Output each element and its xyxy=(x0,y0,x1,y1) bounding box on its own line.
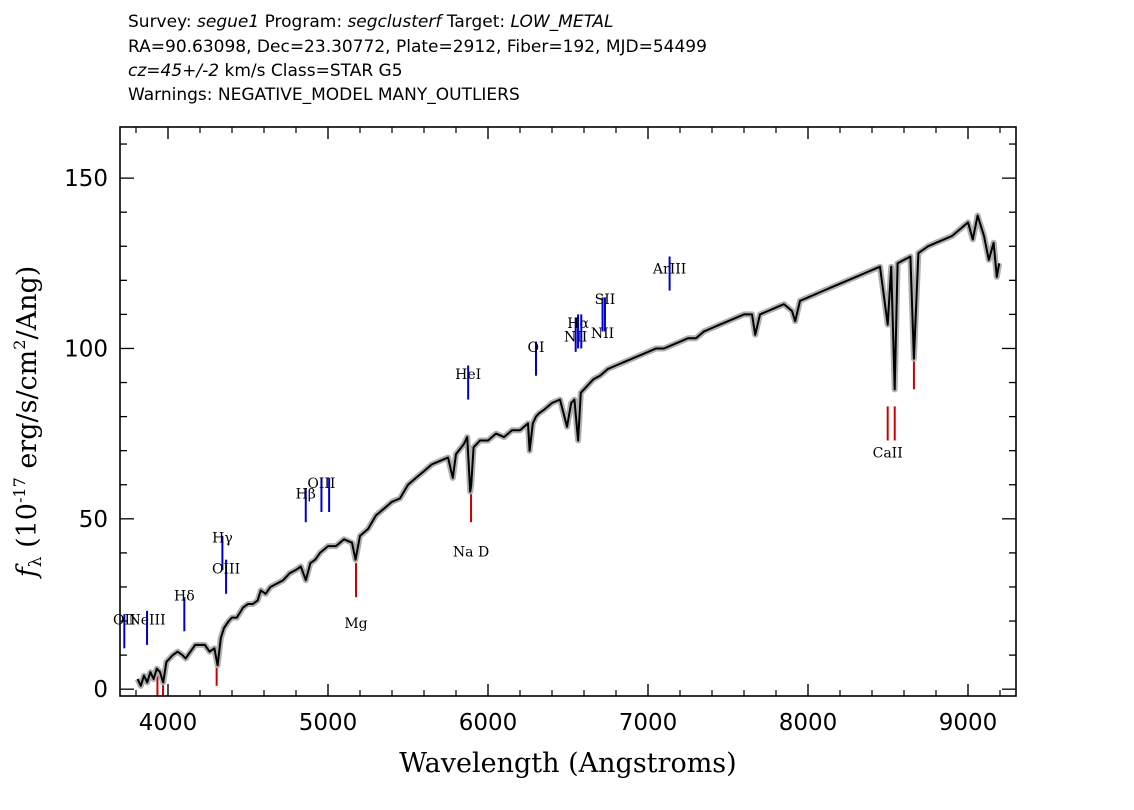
y-axis-label: fλ (10-17 erg/s/cm2/Ang) xyxy=(10,266,46,580)
target-value: LOW_METAL xyxy=(510,12,614,32)
spectral-line-label: Mg xyxy=(344,616,367,632)
spectral-line-label: OIII xyxy=(212,561,240,577)
spectral-line-label: OIII xyxy=(307,476,335,492)
spectral-line-label: HeI xyxy=(455,367,481,383)
x-axis-label: Wavelength (Angstroms) xyxy=(399,748,736,779)
spectrum-line xyxy=(136,214,1001,687)
spectral-line-label: Na D xyxy=(453,544,489,560)
spectral-line-label: Hδ xyxy=(174,589,195,605)
x-tick-label: 4000 xyxy=(139,710,198,736)
spectral-line-label: Hβ xyxy=(296,486,316,502)
spectral-line-label: NII xyxy=(591,326,614,342)
spectral-line-label: NeIII xyxy=(128,612,165,628)
y-tick-label: 50 xyxy=(79,507,108,533)
spectrum-data xyxy=(134,212,1003,689)
plot-frame xyxy=(119,126,1017,697)
x-tick-label: 8000 xyxy=(779,710,838,736)
class-text: km/s Class=STAR G5 xyxy=(219,61,403,81)
spectral-line-label: Hα xyxy=(567,316,589,332)
spectral-line-markers: OIINeIIIHδHγOIIIHβOIIIHeIOINIIHαNIISIIAr… xyxy=(113,256,915,696)
spectral-line-label: NII xyxy=(564,330,587,346)
header-line-warnings: Warnings: NEGATIVE_MODEL MANY_OUTLIERS xyxy=(128,85,520,105)
program-value: segclusterf xyxy=(347,12,442,32)
x-tick-label: 7000 xyxy=(619,710,678,736)
y-tick-label: 0 xyxy=(93,677,108,703)
spectral-line-label: ArIII xyxy=(652,262,686,278)
header-line-redshift: cz=45+/-2 km/s Class=STAR G5 xyxy=(128,63,403,80)
cz-value: cz=45+/-2 xyxy=(128,61,220,81)
program-label: Program: xyxy=(259,12,348,32)
spectral-line-label: CaII xyxy=(873,445,903,461)
y-tick-label: 100 xyxy=(64,336,108,362)
y-tick-label: 150 xyxy=(64,166,108,192)
header-line-survey: Survey: segue1 Program: segclusterf Targ… xyxy=(128,14,614,31)
survey-value: segue1 xyxy=(197,12,260,32)
survey-label: Survey: xyxy=(128,12,198,32)
spectral-line-label: Hγ xyxy=(212,531,233,547)
x-tick-label: 6000 xyxy=(459,710,518,736)
header-line-coordinates: RA=90.63098, Dec=23.30772, Plate=2912, F… xyxy=(128,37,707,57)
target-label: Target: xyxy=(441,12,511,32)
x-tick-label: 5000 xyxy=(299,710,358,736)
spectral-line-label: SII xyxy=(595,292,616,308)
x-tick-label: 9000 xyxy=(939,710,998,736)
spectral-line-label: OI xyxy=(527,340,544,356)
spectrum-error-band xyxy=(134,212,1003,689)
axis-ticks: 4000 5000 6000 7000 8000 9000 0 50 100 150 xyxy=(64,127,1016,736)
